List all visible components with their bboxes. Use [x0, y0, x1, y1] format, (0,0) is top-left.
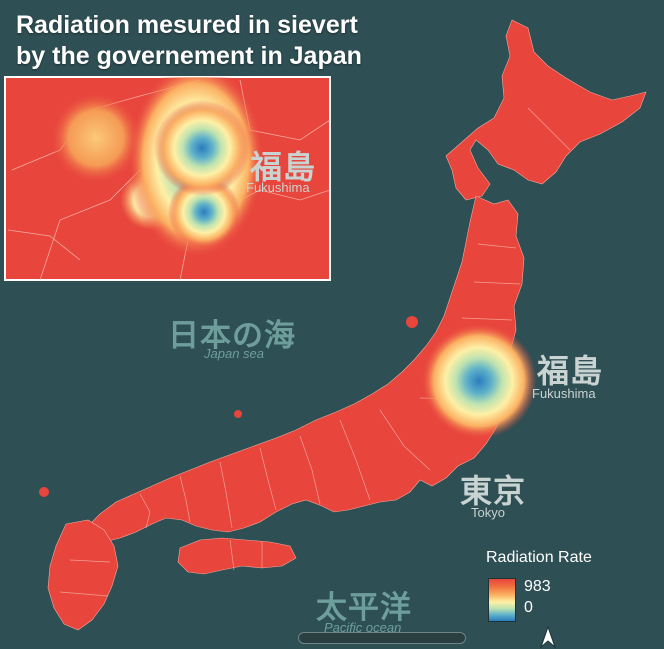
fukushima-hotspot[interactable]	[421, 323, 537, 439]
inset-map	[4, 76, 331, 281]
pacific-label-jp: 太平洋	[316, 590, 412, 626]
pacific-label-en: Pacific ocean	[324, 620, 402, 635]
tsushima-island	[39, 487, 49, 497]
fukushima-label-jp: 福島	[537, 352, 604, 390]
legend-max-value: 983	[524, 578, 551, 595]
legend-min-value: 0	[524, 599, 533, 616]
title-line-2: by the governement in Japan	[16, 42, 362, 70]
inset-fukushima-label-jp: 福島	[250, 148, 317, 186]
fukushima-label-en: Fukushima	[532, 386, 596, 401]
map-scrollbar[interactable]	[298, 632, 466, 644]
japan-sea-label-jp: 日本の海	[168, 318, 296, 354]
legend-title: Radiation Rate	[486, 549, 592, 566]
map-title: Radiation mesured in sievert by the gove…	[16, 10, 362, 72]
japan-sea-label-en: Japan sea	[204, 346, 264, 361]
tokyo-label-en: Tokyo	[471, 505, 505, 520]
hokkaido-landmass	[445, 19, 647, 201]
kyushu-landmass	[47, 519, 119, 631]
inset-fukushima-label-en: Fukushima	[246, 180, 310, 195]
oki-island	[234, 410, 242, 418]
tokyo-label-jp: 東京	[460, 472, 527, 510]
north-arrow-icon	[539, 625, 557, 649]
legend-color-ramp	[488, 578, 516, 622]
title-line-1: Radiation mesured in sievert	[16, 11, 358, 39]
shikoku-landmass	[177, 537, 297, 575]
sado-island	[406, 316, 418, 328]
